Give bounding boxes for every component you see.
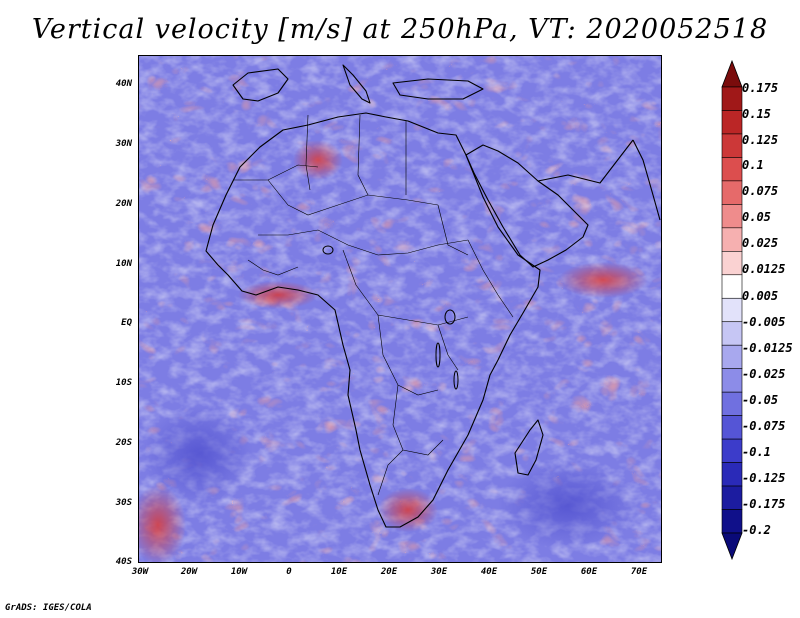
colorbar-arrow-top xyxy=(721,59,743,88)
lon-label: 50E xyxy=(530,567,548,577)
colorbar-label: -0.005 xyxy=(742,315,786,329)
lon-label: 10E xyxy=(330,567,348,577)
colorbar-swatch xyxy=(721,297,743,323)
colorbar-label: -0.05 xyxy=(742,393,779,407)
colorbar-arrow-bottom xyxy=(721,532,743,561)
colorbar-label: 0.025 xyxy=(742,236,779,250)
colorbar-swatch xyxy=(721,251,743,276)
lat-label: 30N xyxy=(115,139,132,149)
colorbar-label: -0.0125 xyxy=(742,341,793,355)
africa-coastline xyxy=(205,112,541,528)
descent-region-indian-ocean xyxy=(498,460,638,550)
colorbar-swatch xyxy=(721,438,743,463)
colorbar-label: 0.15 xyxy=(742,107,771,121)
country-borders xyxy=(233,114,514,496)
colorbar-label: 0.075 xyxy=(742,184,779,198)
colorbar-swatch xyxy=(721,485,743,510)
colorbar-label: 0.125 xyxy=(742,133,779,147)
lon-label: 60E xyxy=(580,567,598,577)
lon-label: 20W xyxy=(180,567,198,577)
lon-label: 10W xyxy=(230,567,248,577)
colorbar-swatch xyxy=(721,509,743,534)
colorbar-swatch xyxy=(721,180,743,205)
colorbar-label: 0.175 xyxy=(742,81,779,95)
colorbar-label: -0.075 xyxy=(742,419,786,433)
colorbar-label: -0.025 xyxy=(742,367,786,381)
lat-label: 20S xyxy=(115,438,132,448)
anatolia-coastline xyxy=(392,78,484,100)
map-panel xyxy=(138,55,662,563)
colorbar-swatch xyxy=(721,274,743,299)
lat-label: 10N xyxy=(115,259,132,269)
lat-label: 10S xyxy=(115,378,132,388)
colorbar-swatch xyxy=(721,462,743,487)
persia-coastline xyxy=(537,139,634,184)
colorbar-label: 0.1 xyxy=(742,158,764,172)
colorbar xyxy=(721,59,743,561)
colorbar-swatch xyxy=(721,391,743,416)
arabia-coastline xyxy=(465,144,589,268)
colorbar-swatch xyxy=(721,157,743,182)
colorbar-label: -0.175 xyxy=(742,497,786,511)
iberia-coastline xyxy=(232,68,289,102)
india-coastline xyxy=(632,139,661,221)
lat-label: 40S xyxy=(115,557,132,567)
colorbar-swatch xyxy=(721,86,743,111)
lon-label: 20E xyxy=(380,567,398,577)
plot-title: Vertical velocity [m/s] at 250hPa, VT: 2… xyxy=(31,14,769,45)
lat-label: 30S xyxy=(115,498,132,508)
colorbar-swatch xyxy=(721,110,743,135)
lakes xyxy=(322,245,459,390)
lat-label: 20N xyxy=(115,199,132,209)
ascent-core-gulf-guinea xyxy=(238,281,318,309)
ascent-core-arabian-sea xyxy=(558,262,648,298)
grads-credit: GrADS: IGES/COLA xyxy=(5,603,92,613)
ascent-core-sahara xyxy=(293,140,343,180)
colorbar-label: -0.2 xyxy=(742,523,771,537)
lon-label: 0 xyxy=(286,567,292,577)
colorbar-swatch xyxy=(721,415,743,440)
colorbar-label: 0.0125 xyxy=(742,262,786,276)
colorbar-label: -0.1 xyxy=(742,445,771,459)
colorbar-swatch xyxy=(721,368,743,393)
colorbar-swatch xyxy=(721,133,743,158)
colorbar-label: -0.125 xyxy=(742,471,786,485)
lon-label: 40E xyxy=(480,567,498,577)
colorbar-swatch xyxy=(721,321,743,346)
colorbar-swatch xyxy=(721,204,743,229)
ascent-core-southwest xyxy=(138,485,186,563)
italy-coastline xyxy=(342,64,371,104)
map-frame xyxy=(138,55,662,563)
colorbar-label: 0.05 xyxy=(742,210,771,224)
lon-label: 30E xyxy=(430,567,448,577)
lon-label: 30W xyxy=(131,567,149,577)
colorbar-swatch xyxy=(721,344,743,369)
lon-label: 70E xyxy=(630,567,648,577)
cyclone-swirl-south-atlantic xyxy=(143,405,253,505)
madagascar-coastline xyxy=(514,419,544,476)
colorbar-label: 0.005 xyxy=(742,289,779,303)
colorbar-swatch xyxy=(721,227,743,252)
lat-label: 40N xyxy=(115,79,132,89)
coastlines xyxy=(205,64,661,528)
ascent-core-southern-africa xyxy=(378,488,438,532)
lat-label: EQ xyxy=(121,318,132,328)
